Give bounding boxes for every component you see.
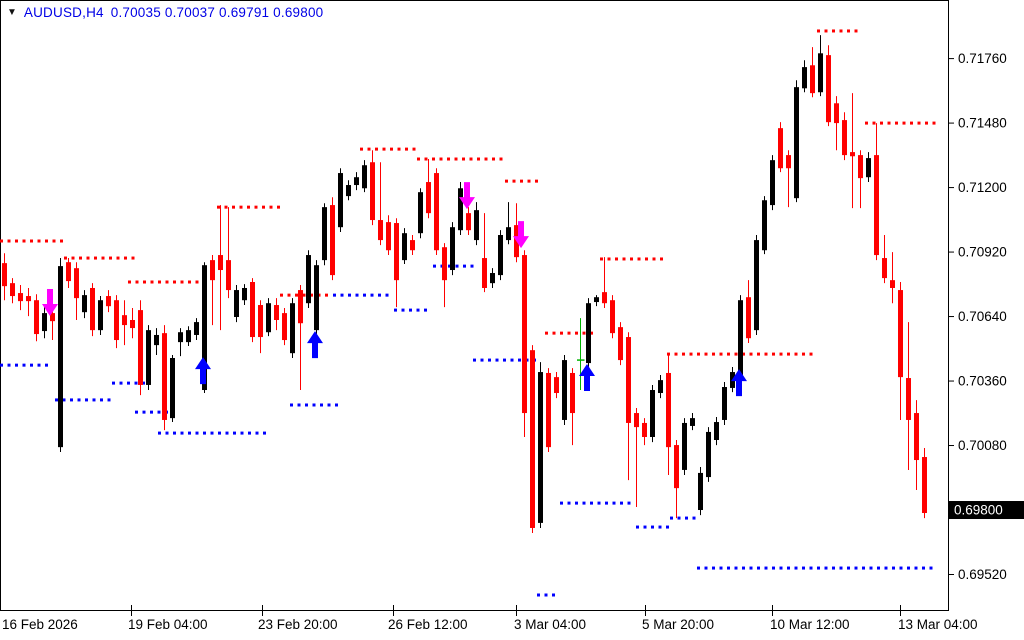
time-axis[interactable]: 16 Feb 2026 19 Feb 04:00 23 Feb 20:00 26 Fe… [2,605,978,632]
chart-title-bar: ▼ AUDUSD,H4 0.70035 0.70037 0.69791 0.69… [7,5,323,20]
svg-text:0.71200: 0.71200 [958,180,1007,195]
svg-text:0.70360: 0.70360 [958,374,1007,389]
sell-arrow-icon [513,221,529,249]
plot-frame [0,0,949,611]
svg-text:26 Feb 12:00: 26 Feb 12:00 [388,617,468,632]
sell-arrow-icon [42,289,58,317]
buy-arrow-icon [579,364,595,392]
svg-text:5 Mar 20:00: 5 Mar 20:00 [642,617,714,632]
svg-text:0.71760: 0.71760 [958,51,1007,66]
svg-text:16 Feb 2026: 16 Feb 2026 [2,617,78,632]
svg-text:0.71480: 0.71480 [958,116,1007,131]
price-axis[interactable]: 0.71760 0.71480 0.71200 0.70920 0.70640 0.703… [948,51,1024,582]
svg-text:0.70640: 0.70640 [958,309,1007,324]
svg-text:0.69520: 0.69520 [958,567,1007,582]
symbol-period-label: AUDUSD,H4 [23,5,104,20]
symbol-dropdown-icon[interactable]: ▼ [7,6,17,18]
signal-arrows [42,182,747,397]
svg-text:0.70920: 0.70920 [958,245,1007,260]
ohlc-quotes-label: 0.70035 0.70037 0.69791 0.69800 [110,5,324,20]
sell-arrow-icon [459,182,475,210]
svg-text:13 Mar 04:00: 13 Mar 04:00 [898,617,978,632]
current-price-badge [949,501,1024,520]
svg-text:3 Mar 04:00: 3 Mar 04:00 [514,617,586,632]
svg-text:10 Mar 12:00: 10 Mar 12:00 [770,617,850,632]
current-price-label: 0.69800 [954,503,1003,518]
svg-text:0.70080: 0.70080 [958,438,1007,453]
svg-text:23 Feb 20:00: 23 Feb 20:00 [258,617,338,632]
buy-arrow-icon [731,369,747,397]
buy-arrow-icon [307,331,323,359]
buy-arrow-icon [195,357,211,385]
svg-text:19 Feb 04:00: 19 Feb 04:00 [128,617,208,632]
